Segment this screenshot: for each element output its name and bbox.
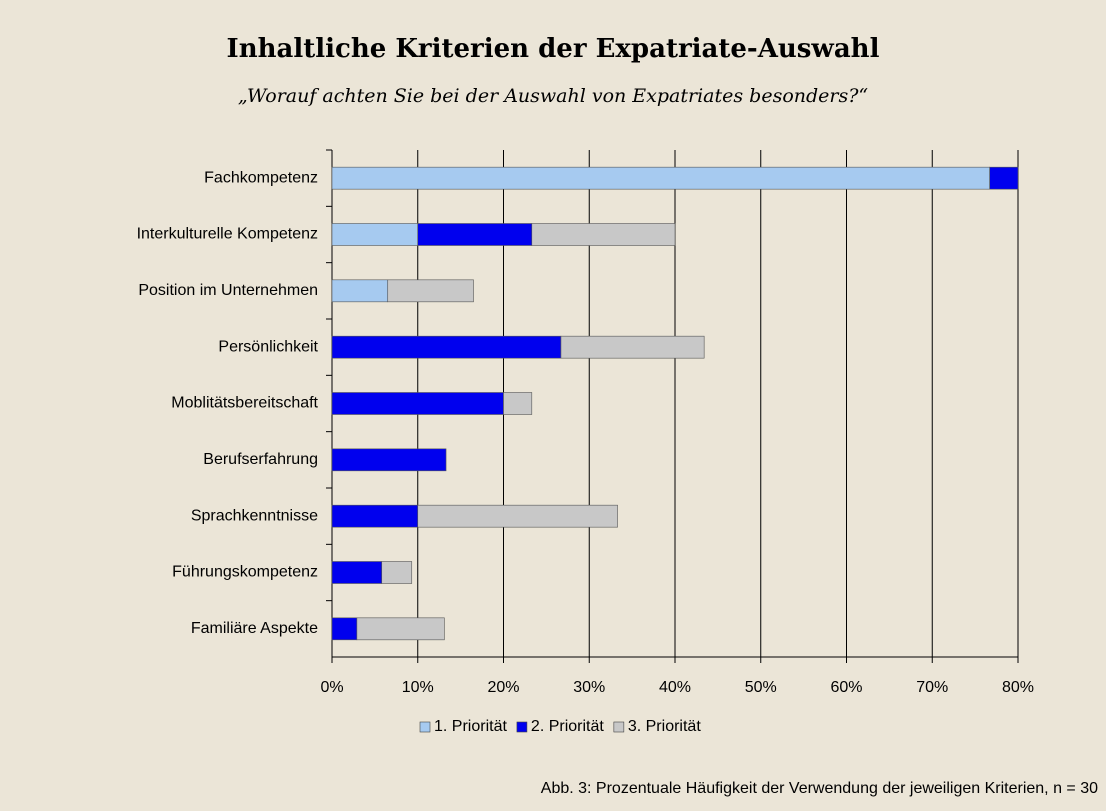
bar: [331, 335, 562, 359]
x-tick-label: 0%: [320, 679, 343, 696]
y-tick-label: Interkulturelle Kompetenz: [137, 226, 318, 243]
y-tick-label: Führungskompetenz: [172, 564, 318, 581]
legend-label: 3. Priorität: [628, 718, 701, 735]
x-tick-label: 70%: [916, 679, 948, 696]
bar: [331, 166, 991, 190]
bar: [331, 279, 389, 303]
y-tick-label: Familiäre Aspekte: [191, 620, 318, 637]
chart-subtitle: „Worauf achten Sie bei der Auswahl von E…: [238, 85, 869, 107]
x-tick-label: 80%: [1002, 679, 1034, 696]
bar: [381, 561, 413, 584]
x-tick-label: 30%: [573, 679, 605, 696]
x-tick-label: 40%: [659, 679, 691, 696]
bar: [417, 223, 533, 246]
bar: [331, 448, 447, 472]
x-tick-label: 50%: [745, 679, 777, 696]
legend-swatch: [613, 721, 625, 733]
bar: [387, 279, 474, 303]
y-tick-label: Sprachkenntnisse: [191, 507, 318, 524]
x-tick-label: 20%: [487, 679, 519, 696]
bar: [331, 617, 358, 641]
y-tick-label: Persönlichkeit: [218, 338, 318, 355]
bar: [331, 561, 383, 584]
legend-label: 2. Priorität: [531, 718, 604, 735]
chart-title: Inhaltliche Kriterien der Expatriate-Aus…: [227, 34, 880, 64]
bar: [560, 335, 705, 359]
y-tick-label: Fachkompetenz: [204, 169, 318, 186]
x-tick-label: 60%: [830, 679, 862, 696]
y-tick-label: Position im Unternehmen: [138, 282, 318, 299]
bar: [331, 223, 419, 246]
bar: [417, 504, 618, 528]
bar: [989, 166, 1019, 190]
x-tick-label: 10%: [402, 679, 434, 696]
bar: [331, 504, 419, 528]
bar: [356, 617, 445, 641]
legend-swatch: [516, 721, 528, 733]
y-tick-label: Berufserfahrung: [203, 451, 318, 468]
bar: [331, 392, 504, 415]
bar: [531, 223, 676, 246]
legend-swatch: [419, 721, 431, 733]
y-tick-label: Moblitätsbereitschaft: [171, 395, 318, 412]
bar: [503, 392, 533, 415]
caption: Abb. 3: Prozentuale Häufigkeit der Verwe…: [541, 780, 1098, 797]
legend-label: 1. Priorität: [434, 718, 507, 735]
